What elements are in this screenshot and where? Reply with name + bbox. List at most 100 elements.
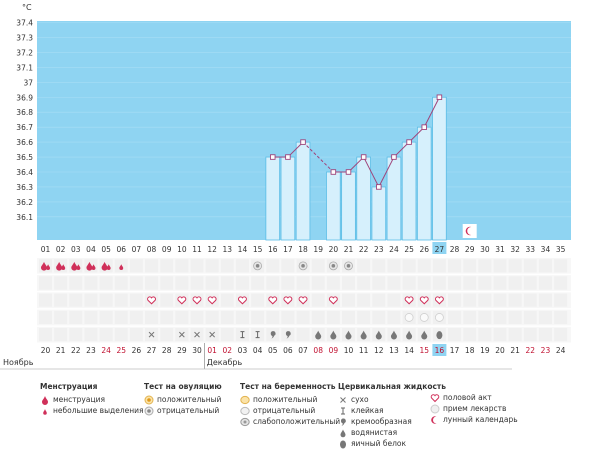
dry-icon	[194, 331, 200, 338]
temperature-bar	[386, 156, 402, 241]
month-label: Декабрь	[207, 358, 243, 367]
symbol-cell	[160, 259, 174, 273]
legend-label: небольшие выделения	[53, 406, 144, 415]
drop-light-icon	[119, 264, 124, 270]
date-label: 23	[86, 346, 96, 355]
cycle-day-label: 02	[56, 245, 66, 254]
symbol-cell	[175, 310, 189, 324]
symbol-cell	[493, 310, 507, 324]
symbol-cell	[448, 310, 462, 324]
sticky-icon	[240, 331, 245, 339]
ovulation-negative-icon	[255, 264, 260, 268]
legend-label: клейкая	[351, 406, 384, 415]
date-label: 14	[404, 346, 414, 355]
watery-icon	[390, 330, 397, 340]
symbol-cell	[39, 310, 52, 324]
legend-item-menstruation: менструация	[40, 394, 144, 405]
symbol-cell	[478, 293, 492, 307]
heart-icon	[147, 296, 156, 305]
cycle-day-label: 21	[344, 245, 354, 254]
symbol-cell	[39, 328, 52, 342]
symbol-cell	[145, 259, 159, 273]
symbol-cell	[114, 310, 128, 324]
symbol-cell	[523, 259, 537, 273]
temperature-line	[378, 156, 395, 188]
heart-icon	[419, 296, 429, 305]
symbol-cell	[357, 310, 371, 324]
symbol-cell	[508, 328, 522, 342]
symbol-cell	[205, 276, 219, 290]
heart-icon	[298, 296, 308, 305]
symbol-cell	[478, 276, 492, 290]
legend-label: лунный календарь	[443, 415, 518, 424]
symbol-cell	[69, 293, 83, 307]
egg-white-icon	[436, 331, 443, 340]
date-label: 15	[419, 346, 429, 355]
cycle-day-label: 28	[450, 245, 460, 254]
symbol-cell	[84, 328, 98, 342]
cycle-day-label: 18	[298, 245, 308, 254]
symbol-cell	[538, 328, 552, 342]
y-tick-label: 36.1	[16, 213, 33, 222]
symbol-cell	[417, 276, 431, 290]
date-label: 20	[495, 346, 505, 355]
creamy-icon	[285, 331, 291, 339]
symbol-cell	[538, 293, 552, 307]
symbol-cell	[39, 293, 52, 307]
drop-heavy-icon	[61, 264, 66, 270]
cycle-day-label: 04	[86, 245, 96, 254]
symbol-cell	[402, 276, 416, 290]
symbol-cell	[357, 276, 371, 290]
date-label: 08	[313, 346, 323, 355]
date-label: 30	[192, 346, 202, 355]
date-label: 03	[238, 346, 248, 355]
drop-heavy-icon	[56, 261, 63, 271]
temperature-bar	[326, 171, 341, 241]
symbol-cell	[523, 310, 537, 324]
drop-heavy-icon	[76, 264, 81, 270]
legend-ovulation-title: Тест на овуляцию	[144, 382, 222, 391]
date-label: 04	[253, 346, 263, 355]
symbol-cell	[554, 328, 568, 342]
legend-label: половой акт	[443, 393, 492, 402]
legend-label: отрицательный	[157, 406, 220, 415]
symbol-cell	[493, 328, 507, 342]
symbol-cell	[160, 293, 174, 307]
date-label: 22	[71, 346, 81, 355]
dry-icon	[148, 331, 155, 338]
watery-icon	[338, 428, 348, 438]
symbol-cell	[554, 276, 568, 290]
symbol-cell	[326, 310, 340, 324]
legend-label: положительный	[253, 395, 318, 404]
symbol-cell	[266, 310, 280, 324]
symbol-cell	[372, 293, 386, 307]
heart-icon	[434, 296, 444, 305]
bbt-chart: °C 37.4 37.3 37.2 37.1 37 36.9 36.8 36.7 36.6 36.…	[0, 3, 571, 370]
symbol-cell	[114, 328, 128, 342]
date-label: 05	[268, 346, 278, 355]
date-label: 18	[465, 346, 475, 355]
drop-light-icon	[40, 406, 50, 416]
symbol-cell	[372, 259, 386, 273]
cycle-day-label: 01	[41, 245, 51, 254]
legend-item-ov-positive: положительный	[144, 394, 222, 405]
legend-label: сухо	[351, 395, 369, 404]
cycle-day-label: 26	[419, 245, 429, 254]
temperature-line	[363, 156, 380, 188]
date-label: 02	[223, 346, 233, 355]
date-label: 24	[556, 346, 566, 355]
legend-label: яичный белок	[351, 439, 407, 448]
symbol-cell	[99, 276, 113, 290]
cycle-day-label: 35	[556, 245, 566, 254]
y-tick-label: 36.6	[16, 138, 33, 147]
symbol-cell	[493, 259, 507, 273]
symbol-cell	[508, 259, 522, 273]
symbol-cell	[342, 276, 355, 290]
y-tick-label: 36.9	[16, 93, 33, 102]
legend-label: слабоположительный	[253, 417, 341, 426]
drop-heavy-icon	[46, 264, 51, 270]
cycle-day-label: 27	[435, 245, 445, 254]
sticky-icon	[255, 331, 260, 339]
ovulation-negative-icon	[144, 406, 154, 416]
heart-icon	[404, 296, 414, 305]
